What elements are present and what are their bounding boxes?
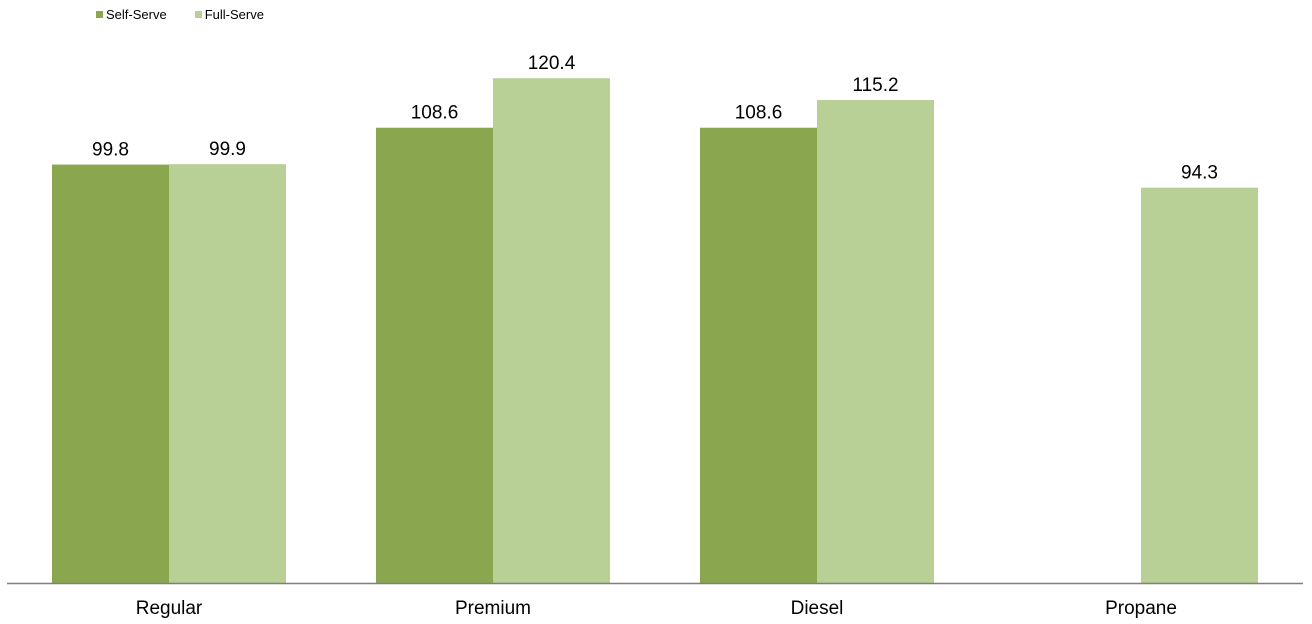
value-label-full-serve-premium: 120.4	[528, 53, 576, 74]
legend-swatch-full-serve	[194, 10, 202, 18]
bar-full-serve-diesel	[817, 100, 934, 584]
value-labels-group: 99.8 99.9 108.6 120.4 108.6 115.2 94.3	[92, 53, 1218, 183]
bar-self-serve-diesel	[700, 127, 817, 583]
x-tick-label-diesel: Diesel	[791, 598, 844, 619]
bar-self-serve-premium	[376, 127, 493, 583]
bar-full-serve-propane	[1141, 187, 1258, 583]
value-label-full-serve-diesel: 115.2	[852, 75, 898, 96]
legend-item-self-serve: Self-Serve	[96, 7, 167, 22]
x-tick-label-regular: Regular	[136, 598, 203, 619]
value-label-self-serve-regular: 99.8	[92, 140, 129, 161]
value-label-self-serve-premium: 108.6	[411, 103, 459, 124]
bar-full-serve-regular	[169, 164, 286, 583]
bar-full-serve-premium	[493, 78, 610, 583]
value-label-self-serve-diesel: 108.6	[735, 103, 783, 124]
value-label-full-serve-regular: 99.9	[209, 139, 246, 160]
x-tick-label-propane: Propane	[1105, 598, 1177, 619]
legend-item-full-serve: Full-Serve	[194, 6, 264, 22]
legend-label-self-serve: Self-Serve	[106, 6, 167, 22]
legend-label-full-serve: Full-Serve	[204, 6, 264, 22]
bar-self-serve-regular	[52, 164, 169, 583]
legend-swatch-self-serve	[96, 10, 103, 18]
chart-legend: Self-Serve Full-Serve	[96, 6, 292, 22]
value-label-full-serve-propane: 94.3	[1181, 163, 1218, 184]
x-tick-labels-group: Regular Premium Diesel Propane	[136, 598, 1177, 619]
x-tick-label-premium: Premium	[455, 598, 531, 619]
bars-group	[52, 78, 1258, 584]
